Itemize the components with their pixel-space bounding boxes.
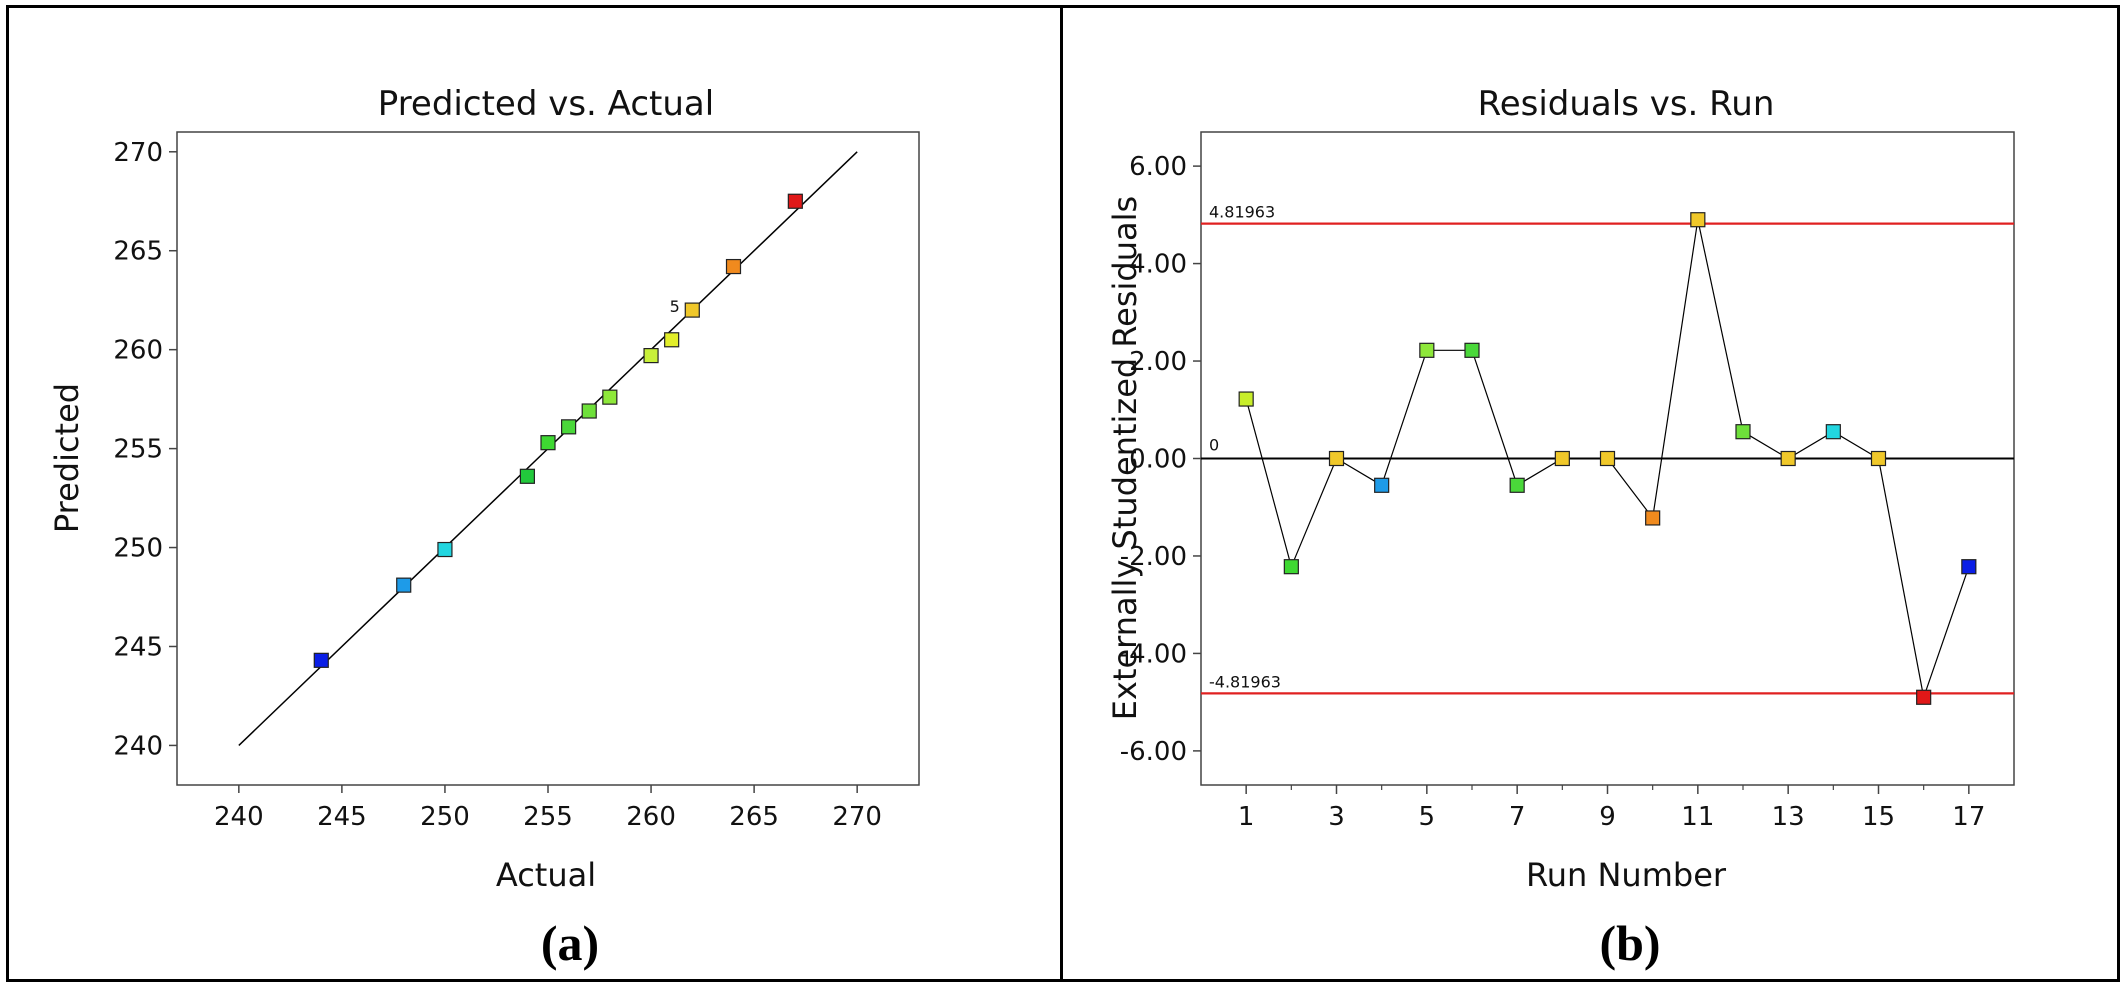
chart-b-point xyxy=(1916,689,1932,705)
chart-b-point xyxy=(1599,450,1616,467)
chart-a-point xyxy=(540,435,556,451)
chart-a-y-tick-label: 245 xyxy=(113,632,163,662)
chart-b-zero-label: 0 xyxy=(1209,436,1219,455)
chart-a-point xyxy=(684,302,700,318)
chart-a-x-tick-label: 245 xyxy=(317,802,367,832)
chart-a-x-tick-label: 265 xyxy=(729,802,779,832)
chart-b-point xyxy=(1870,450,1887,467)
chart-a-point xyxy=(313,652,329,668)
chart-b-x-tick-label: 3 xyxy=(1328,802,1345,832)
chart-a-x-tick-label: 260 xyxy=(626,802,676,832)
chart-b-point xyxy=(1554,450,1570,467)
chart-a-y-tick-label: 255 xyxy=(113,435,163,465)
panel-b-residuals-vs-run: Residuals vs. Run 1 3 5 7 9 11 13 15 176.004.002… xyxy=(1106,84,2015,971)
chart-b-x-axis-label: Run Number xyxy=(1526,856,1727,894)
chart-b-x-tick-label: 17 xyxy=(1952,802,1985,832)
figure-frame xyxy=(6,5,2120,982)
chart-a-point xyxy=(643,348,659,364)
chart-b-y-tick-label: 4.00 xyxy=(1129,250,1187,280)
chart-a-y-tick-label: 250 xyxy=(113,534,163,564)
chart-b-x-tick-label: 11 xyxy=(1681,802,1714,832)
chart-b-point xyxy=(1690,212,1706,228)
chart-a-point xyxy=(519,468,535,484)
chart-b-x-tick-label: 7 xyxy=(1509,802,1526,832)
chart-b-y-tick-label: 0.00 xyxy=(1129,445,1187,475)
chart-a-point xyxy=(787,193,803,209)
chart-a-x-tick-label: 270 xyxy=(832,802,882,832)
chart-b-y-tick-label: -4.00 xyxy=(1120,639,1187,669)
chart-a-x-axis-label: Actual xyxy=(496,856,596,894)
chart-b-point xyxy=(1645,510,1661,526)
chart-a-annotation: 5 xyxy=(670,297,680,316)
chart-b-x-tick-label: 1 xyxy=(1238,802,1255,832)
chart-a-y-axis-label: Predicted xyxy=(48,383,86,533)
panel-a-label: (a) xyxy=(541,915,599,971)
chart-a-x-tick-label: 255 xyxy=(523,802,573,832)
chart-b-point xyxy=(1825,424,1841,440)
chart-a-x-tick-label: 240 xyxy=(214,802,264,832)
chart-b-point xyxy=(1328,450,1345,467)
chart-b-y-axis-label: Externally Studentized Residuals xyxy=(1106,196,1144,720)
chart-a-point xyxy=(602,389,618,405)
chart-a-point xyxy=(581,403,597,419)
chart-b-y-tick-label: 2.00 xyxy=(1129,347,1187,377)
chart-a-ticks: 240 245 250 255 260 265 270 240 245 250 255 260 265 2… xyxy=(113,138,882,832)
chart-b-limit-label: 4.81963 xyxy=(1209,203,1275,222)
panel-divider xyxy=(1060,5,1063,982)
chart-b-point xyxy=(1419,342,1435,358)
chart-b-x-tick-label: 15 xyxy=(1862,802,1895,832)
panel-a-predicted-vs-actual: Predicted vs. Actual 240 245 250 255 260 265 2… xyxy=(48,84,920,971)
chart-a-y-tick-label: 270 xyxy=(113,138,163,168)
chart-b-x-tick-label: 9 xyxy=(1599,802,1616,832)
chart-b-title: Residuals vs. Run xyxy=(1478,84,1775,124)
chart-b-point xyxy=(1780,450,1796,467)
chart-b-limit-label: -4.81963 xyxy=(1209,672,1281,691)
chart-b-point xyxy=(1283,559,1299,575)
chart-a-point xyxy=(561,419,577,435)
chart-a-point xyxy=(396,577,412,593)
chart-b-x-tick-label: 13 xyxy=(1772,802,1805,832)
chart-a-plot-area xyxy=(176,131,920,786)
chart-b-point xyxy=(1374,477,1390,493)
chart-b-y-tick-label: 6.00 xyxy=(1129,152,1187,182)
chart-a-y-tick-label: 240 xyxy=(113,731,163,761)
chart-a-point xyxy=(664,332,680,348)
chart-a-points xyxy=(313,193,803,668)
chart-b-point xyxy=(1961,559,1977,575)
chart-a-x-tick-label: 250 xyxy=(420,802,470,832)
chart-b-point xyxy=(1735,424,1751,440)
chart-b-point xyxy=(1464,342,1480,358)
chart-b-y-tick-label: -6.00 xyxy=(1120,737,1187,767)
chart-b-point xyxy=(1509,477,1525,493)
chart-b-y-tick-label: -2.00 xyxy=(1120,542,1187,572)
chart-b-points xyxy=(1238,212,1977,705)
panel-b-label: (b) xyxy=(1599,915,1660,971)
chart-b-ticks: 1 3 5 7 9 11 13 15 176.004.002.000.00-2.00-4.00-… xyxy=(1120,152,1986,832)
chart-b-point xyxy=(1238,391,1254,407)
chart-a-point xyxy=(725,258,742,275)
chart-a-title: Predicted vs. Actual xyxy=(378,84,714,124)
chart-b-x-tick-label: 5 xyxy=(1419,802,1436,832)
chart-a-point xyxy=(437,541,453,558)
chart-a-y-tick-label: 260 xyxy=(113,336,163,366)
chart-a-y-tick-label: 265 xyxy=(113,237,163,267)
